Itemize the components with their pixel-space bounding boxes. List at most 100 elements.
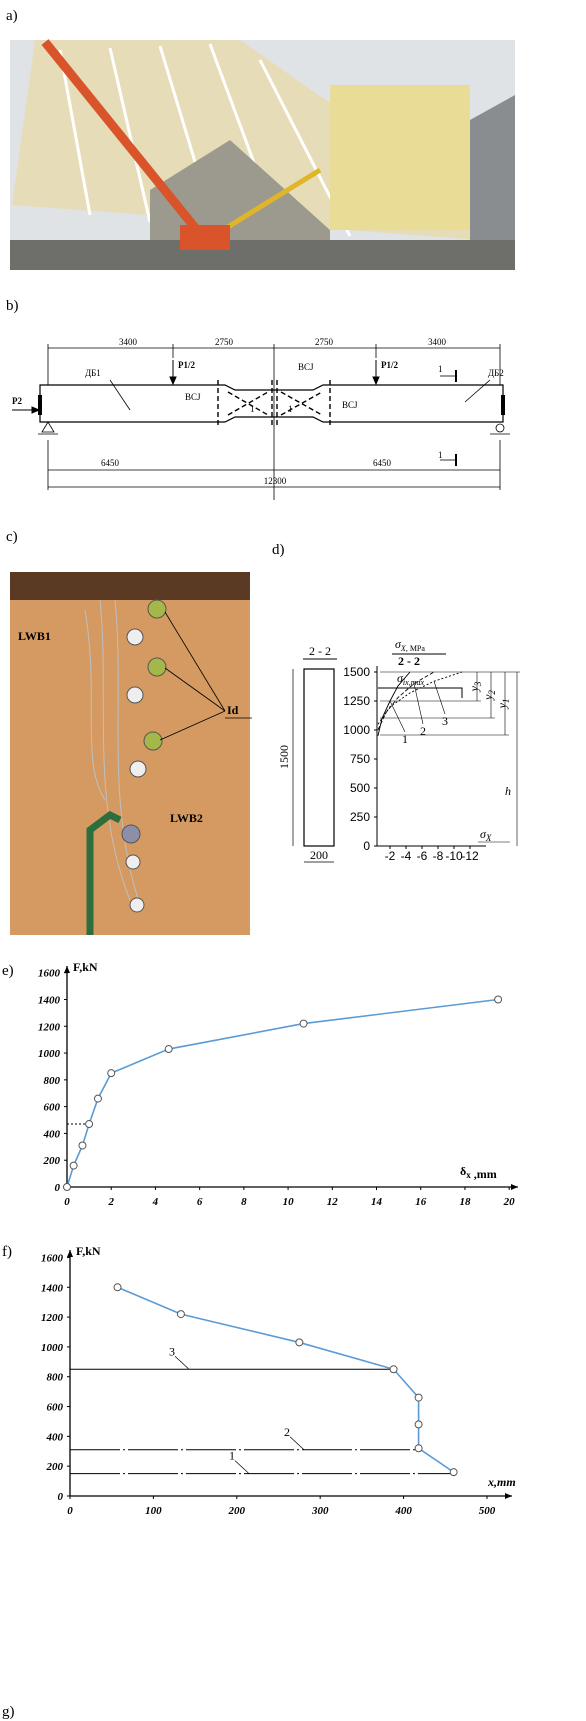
panel-label: b)	[6, 298, 19, 314]
data-point	[449, 1468, 458, 1477]
y-tick-label: 1200	[38, 1021, 61, 1033]
data-point	[63, 1183, 71, 1191]
axis-label: σX	[480, 827, 492, 843]
photo-label: LWB1	[18, 629, 51, 643]
crane-boom	[41, 39, 209, 243]
panel-label: c)	[6, 529, 18, 545]
dim-label: 2750	[315, 337, 334, 347]
y-tick-label: 400	[43, 1128, 61, 1140]
beam-drawing	[12, 344, 510, 500]
x-tick-label: -4	[401, 849, 412, 863]
y-tick-label: 750	[350, 752, 370, 766]
x-tick-label: 20	[503, 1196, 516, 1208]
y-tick-label: 800	[47, 1372, 64, 1384]
panel-label: a)	[6, 8, 18, 24]
lift-arm	[213, 167, 322, 238]
y-tick-label: 1000	[38, 1048, 61, 1060]
y-tick-label: 1000	[343, 723, 370, 737]
label-part: y	[481, 694, 495, 701]
y-tick-label: 1250	[343, 694, 370, 708]
y-tick-label: 500	[350, 781, 370, 795]
data-point	[93, 1094, 102, 1103]
x-tick-label: 500	[479, 1505, 496, 1517]
photo-c: LWB1 LWB2 Id	[10, 572, 252, 935]
data-point	[113, 1283, 122, 1292]
subscript: X	[485, 833, 492, 843]
section-2-2: 2 - 2 1500 200	[277, 644, 337, 863]
symbol: σ	[395, 637, 402, 651]
unit: , MPa	[406, 644, 426, 653]
leader	[464, 379, 491, 403]
axis-arrow	[67, 1250, 73, 1257]
mark: 1	[438, 364, 443, 374]
leader	[109, 379, 131, 411]
leader	[413, 683, 424, 725]
leaders	[159, 611, 252, 741]
x-tick-label: 6	[197, 1196, 203, 1208]
curve-label: 3	[442, 714, 448, 728]
y-axis-label: F,kN	[76, 1244, 101, 1258]
end-label: ДБ2	[488, 368, 504, 378]
axis-arrow	[505, 1493, 512, 1499]
x-tick-label: -10	[445, 849, 463, 863]
curve-label: 2	[420, 724, 426, 738]
data-point	[414, 1444, 423, 1453]
data-point	[176, 1310, 185, 1319]
curve-label: 1	[402, 732, 408, 746]
joint-label: ВСJ	[342, 400, 358, 410]
y-tick-label: 1400	[41, 1282, 64, 1294]
data-point	[107, 1069, 116, 1078]
axis-label: δx ,mm	[460, 1164, 497, 1181]
subscript: x	[466, 1170, 471, 1180]
dim-label: 200	[310, 848, 328, 862]
dim-label: 6450	[373, 458, 392, 468]
y-tick-label: 800	[44, 1075, 61, 1087]
label-part: σ	[480, 827, 487, 841]
truck	[180, 225, 230, 250]
x-tick-label: 400	[394, 1505, 412, 1517]
y-tick-label: 1200	[41, 1312, 64, 1324]
data-point	[414, 1420, 423, 1429]
data-point	[389, 1365, 398, 1374]
max-label: σix,max	[397, 671, 424, 687]
dim-ticks	[47, 344, 501, 500]
x-tick-label: 2	[107, 1196, 114, 1208]
y-tick-label: 600	[44, 1102, 61, 1114]
y-tick-label: 0	[58, 1491, 64, 1503]
data-point	[78, 1141, 87, 1150]
label-part: ,mm	[471, 1167, 497, 1181]
subscript: 1	[501, 699, 511, 704]
load-arrows	[12, 360, 380, 414]
panel-label: g)	[2, 1704, 15, 1720]
label-part: ,mm	[493, 1475, 516, 1489]
ground	[10, 240, 515, 270]
mark: 1	[438, 450, 443, 460]
y-tick-label: 1400	[38, 994, 61, 1006]
panel-label: d)	[272, 542, 285, 558]
load-label: P1/2	[178, 360, 195, 370]
x-tick-label: -2	[385, 849, 396, 863]
x-tick-label: 0	[67, 1505, 73, 1517]
reference-label: 3	[169, 1344, 175, 1358]
x-tick-label: 10	[283, 1196, 295, 1208]
dim-label: 3400	[119, 337, 138, 347]
dim-label: 1500	[277, 745, 291, 769]
axis-label: x,mm	[487, 1475, 516, 1489]
series-line	[377, 671, 435, 731]
subscript: X	[400, 644, 407, 653]
y-tick-label: 1600	[41, 1252, 64, 1264]
x-tick-label: -6	[417, 849, 428, 863]
section-title: 2 - 2	[309, 644, 331, 658]
y-tick-label: 1000	[41, 1342, 64, 1354]
timber	[10, 572, 250, 935]
max-bracket	[378, 687, 463, 698]
mark: 1	[288, 404, 293, 414]
header-label: σX, MPa	[395, 637, 425, 653]
x-tick-label: 14	[371, 1196, 383, 1208]
axis-label: y2	[481, 690, 497, 701]
data-point	[69, 1161, 78, 1170]
leader	[174, 1356, 190, 1370]
beam-labels: 3400 2750 2750 3400 P1/2 P1/2 P2 ДБ1 ДБ2…	[12, 337, 504, 486]
dim-label: 12300	[264, 476, 287, 486]
